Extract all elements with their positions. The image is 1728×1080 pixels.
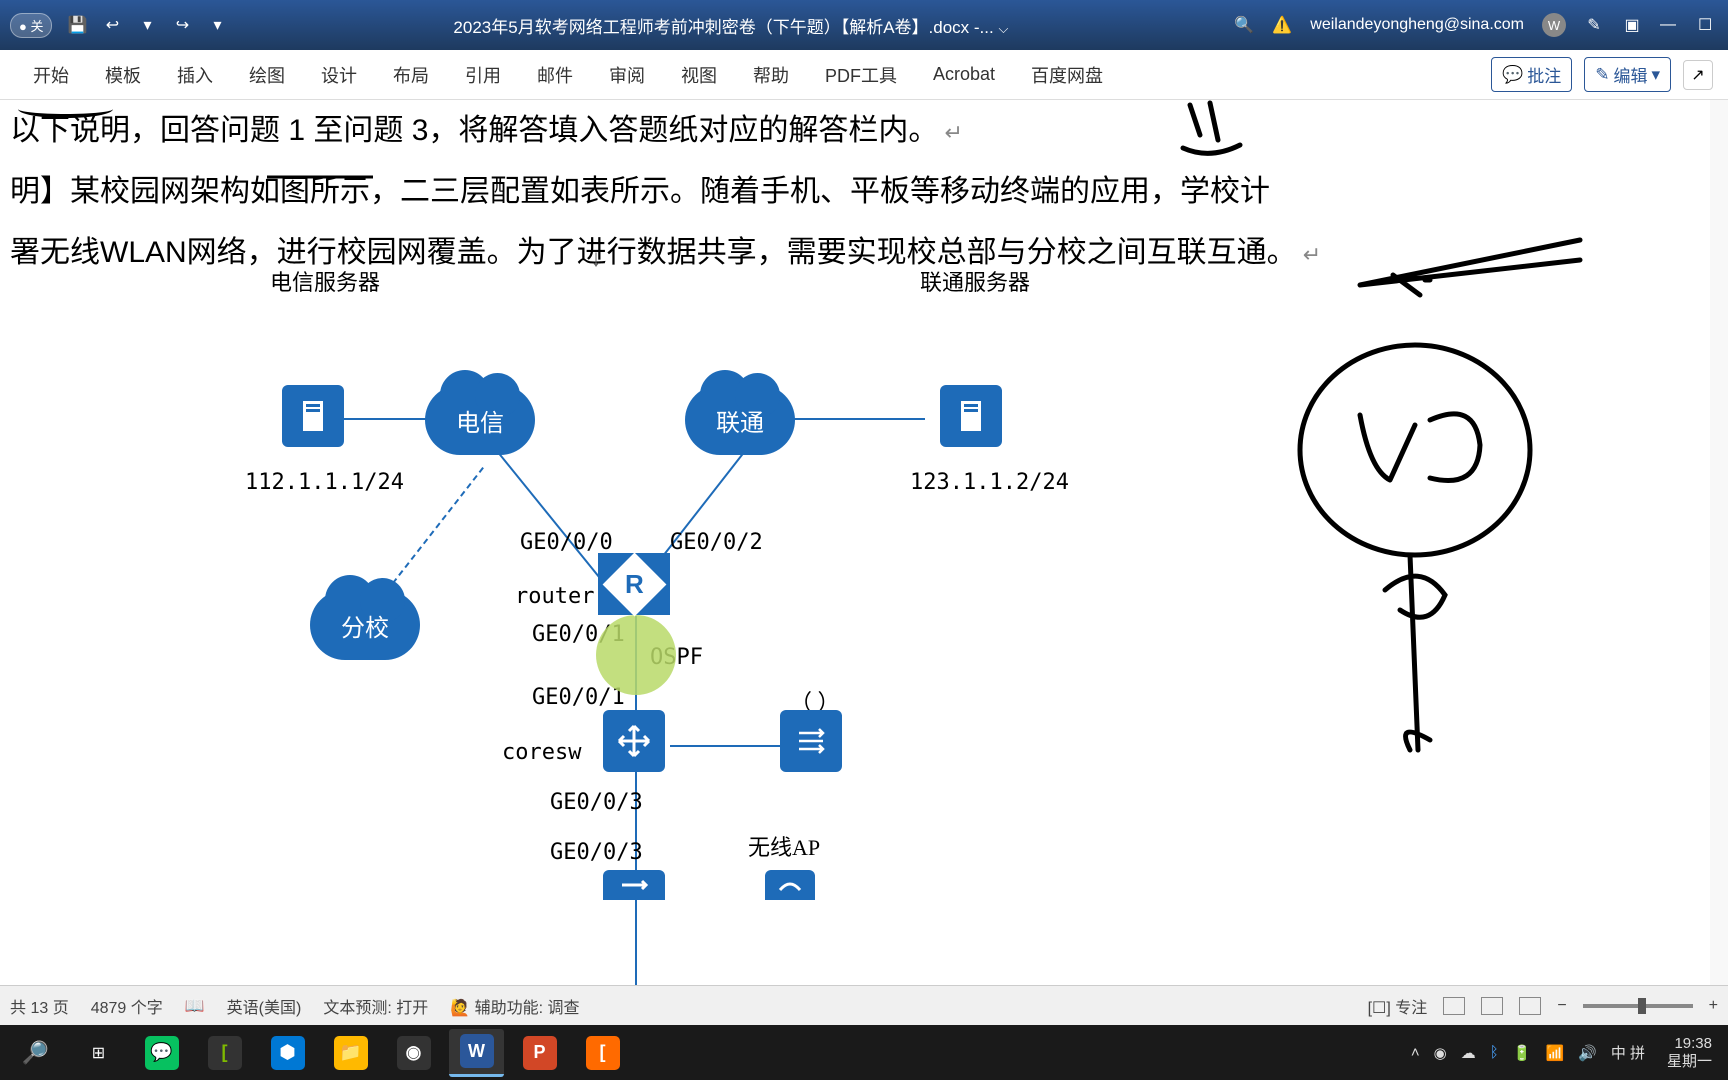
tab-insert[interactable]: 插入 [159, 50, 231, 99]
device-right-node [780, 710, 842, 772]
tab-references[interactable]: 引用 [447, 50, 519, 99]
onedrive-tray-icon[interactable]: ☁ [1461, 1044, 1476, 1062]
user-avatar[interactable]: W [1542, 13, 1566, 37]
port-ge000: GE0/0/0 [520, 530, 613, 555]
document-title: 2023年5月软考网络工程师考前冲刺密卷（下午题）【解析A卷】.docx -..… [227, 13, 1234, 38]
view-print-icon[interactable] [1443, 997, 1465, 1015]
wechat-app[interactable]: 💬 [134, 1029, 189, 1077]
zoom-slider[interactable] [1583, 1004, 1693, 1008]
undo-icon[interactable]: ↩ [102, 15, 122, 35]
cloud-dianxin: 电信 [425, 385, 535, 455]
clock[interactable]: 19:38 星期一 [1659, 1035, 1720, 1071]
server1-node [282, 385, 344, 447]
tab-view[interactable]: 视图 [663, 50, 735, 99]
server1-label: 电信服务器 [270, 265, 380, 297]
zoom-in-icon[interactable]: + [1709, 997, 1718, 1015]
ap-label: 无线AP [748, 830, 820, 862]
titlebar: ● 关 💾 ↩ ▾ ↪ ▾ 2023年5月软考网络工程师考前冲刺密卷（下午题）【… [0, 0, 1728, 50]
cloud-liantong: 联通 [685, 385, 795, 455]
ink-scratch [18, 100, 113, 118]
app-blue[interactable]: ⬢ [260, 1029, 315, 1077]
file-explorer-app[interactable]: 📁 [323, 1029, 378, 1077]
doc-line-2: 明】某校园网架构如图所示，二三层配置如表所示。随着手机、平板等移动终端的应用，学… [0, 161, 1710, 222]
minimize-button[interactable]: — [1660, 16, 1680, 34]
bluetooth-tray-icon[interactable]: ᛒ [1490, 1044, 1499, 1061]
cloud-fenxiao: 分校 [310, 590, 420, 660]
zoom-out-icon[interactable]: − [1557, 997, 1566, 1015]
comments-button[interactable]: 💬 批注 [1491, 57, 1572, 92]
bottom-node-1 [603, 870, 665, 900]
undo-dropdown-icon[interactable]: ▾ [137, 15, 157, 35]
user-email[interactable]: weilandeyongheng@sina.com [1310, 16, 1524, 34]
tray-expand-icon[interactable]: ˄ [1411, 1044, 1420, 1061]
port-ge003-top: GE0/0/3 [550, 790, 643, 815]
statusbar: 共 13 页 4879 个字 📖 英语(美国) 文本预测: 打开 🙋 辅助功能:… [0, 985, 1728, 1025]
tab-baidu[interactable]: 百度网盘 [1013, 50, 1121, 99]
document-page: 以下说明，回答问题 1 至问题 3，将解答填入答题纸对应的解答栏内。 ↵ 明】某… [0, 100, 1710, 985]
camtasia-app[interactable]: [ [197, 1029, 252, 1077]
tab-home[interactable]: 开始 [15, 50, 87, 99]
taskbar: 🔎 ⊞ 💬 [ ⬢ 📁 ◉ W P [ ˄ ◉ ☁ ᛒ 🔋 📶 🔊 中 拼 19… [0, 1025, 1728, 1080]
doc-line-1: 以下说明，回答问题 1 至问题 3，将解答填入答题纸对应的解答栏内。 ↵ [0, 100, 1710, 161]
ip1-label: 112.1.1.1/24 [245, 470, 404, 495]
share-icon[interactable]: ↗ [1683, 60, 1713, 90]
down-arrow-icon: ↓ [590, 245, 602, 273]
search-icon[interactable]: 🔍 [1234, 15, 1254, 35]
task-view-button[interactable]: ⊞ [71, 1029, 126, 1077]
port-ge001-bottom: GE0/0/1 [532, 685, 625, 710]
word-count[interactable]: 4879 个字 [91, 994, 163, 1018]
tab-acrobat[interactable]: Acrobat [915, 50, 1013, 99]
view-read-icon[interactable] [1481, 997, 1503, 1015]
redo-icon[interactable]: ↪ [172, 15, 192, 35]
edit-button[interactable]: ✎ 编辑 ▾ [1584, 57, 1671, 92]
tab-pdf[interactable]: PDF工具 [807, 50, 915, 99]
save-icon[interactable]: 💾 [67, 15, 87, 35]
ip2-label: 123.1.1.2/24 [910, 470, 1069, 495]
obs-app[interactable]: ◉ [386, 1029, 441, 1077]
coresw-node [603, 710, 665, 772]
page-count[interactable]: 共 13 页 [10, 994, 69, 1018]
ribbon-mode-icon[interactable]: ▣ [1622, 15, 1642, 35]
qat-dropdown-icon[interactable]: ▾ [207, 15, 227, 35]
maximize-button[interactable]: ☐ [1698, 15, 1718, 35]
document-area[interactable]: 以下说明，回答问题 1 至问题 3，将解答填入答题纸对应的解答栏内。 ↵ 明】某… [0, 100, 1728, 985]
volume-tray-icon[interactable]: 🔊 [1578, 1044, 1597, 1062]
tab-layout[interactable]: 布局 [375, 50, 447, 99]
start-button[interactable]: 🔎 [8, 1029, 63, 1077]
tab-design[interactable]: 设计 [303, 50, 375, 99]
text-predict-status[interactable]: 文本预测: 打开 [323, 994, 428, 1018]
wifi-tray-icon[interactable]: 📶 [1545, 1044, 1564, 1062]
system-tray: ˄ ◉ ☁ ᛒ 🔋 📶 🔊 中 拼 19:38 星期一 [1411, 1035, 1720, 1071]
server2-node [940, 385, 1002, 447]
language-status[interactable]: 英语(美国) [227, 994, 302, 1018]
ime-indicator[interactable]: 中 拼 [1611, 1042, 1645, 1063]
tab-review[interactable]: 审阅 [591, 50, 663, 99]
coresw-label: coresw [502, 740, 581, 765]
server2-label: 联通服务器 [920, 265, 1030, 297]
tab-draw[interactable]: 绘图 [231, 50, 303, 99]
port-ge002: GE0/0/2 [670, 530, 763, 555]
router-label: router [515, 584, 594, 609]
view-web-icon[interactable] [1519, 997, 1541, 1015]
bottom-node-2 [765, 870, 815, 900]
tab-template[interactable]: 模板 [87, 50, 159, 99]
warning-icon[interactable]: ⚠️ [1272, 15, 1292, 35]
autosave-toggle[interactable]: ● 关 [10, 13, 52, 38]
router-node: R [598, 553, 670, 615]
app-orange[interactable]: [ [575, 1029, 630, 1077]
ospf-oval [596, 615, 676, 695]
ribbon: 开始 模板 插入 绘图 设计 布局 引用 邮件 审阅 视图 帮助 PDF工具 A… [0, 50, 1728, 100]
port-ge003-bottom: GE0/0/3 [550, 840, 643, 865]
accessibility-status[interactable]: 🙋 辅助功能: 调查 [450, 994, 579, 1018]
word-app[interactable]: W [449, 1029, 504, 1077]
spellcheck-icon[interactable]: 📖 [185, 996, 205, 1016]
obs-tray-icon[interactable]: ◉ [1434, 1044, 1447, 1062]
pen-icon[interactable]: ✎ [1584, 15, 1604, 35]
tab-mailings[interactable]: 邮件 [519, 50, 591, 99]
focus-mode[interactable]: [☐] 专注 [1368, 994, 1428, 1018]
network-diagram: 电信服务器 联通服务器 112.1.1.1/24 123.1.1.2/24 GE… [240, 270, 1110, 970]
tab-help[interactable]: 帮助 [735, 50, 807, 99]
battery-tray-icon[interactable]: 🔋 [1513, 1044, 1532, 1062]
powerpoint-app[interactable]: P [512, 1029, 567, 1077]
